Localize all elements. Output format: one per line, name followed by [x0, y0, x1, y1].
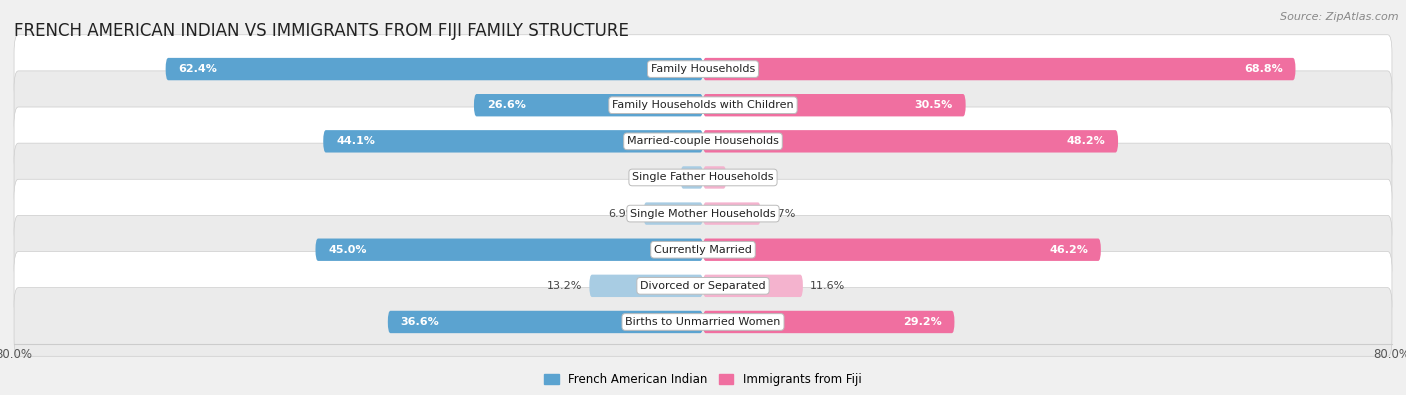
FancyBboxPatch shape	[703, 94, 966, 117]
FancyBboxPatch shape	[703, 275, 803, 297]
Text: Births to Unmarried Women: Births to Unmarried Women	[626, 317, 780, 327]
Text: FRENCH AMERICAN INDIAN VS IMMIGRANTS FROM FIJI FAMILY STRUCTURE: FRENCH AMERICAN INDIAN VS IMMIGRANTS FRO…	[14, 22, 628, 40]
Text: 13.2%: 13.2%	[547, 281, 582, 291]
Text: 11.6%: 11.6%	[810, 281, 845, 291]
FancyBboxPatch shape	[703, 130, 1118, 152]
FancyBboxPatch shape	[681, 166, 703, 189]
FancyBboxPatch shape	[14, 288, 1392, 356]
FancyBboxPatch shape	[14, 35, 1392, 103]
FancyBboxPatch shape	[644, 202, 703, 225]
FancyBboxPatch shape	[14, 179, 1392, 248]
FancyBboxPatch shape	[166, 58, 703, 80]
FancyBboxPatch shape	[474, 94, 703, 117]
Text: Single Father Households: Single Father Households	[633, 173, 773, 182]
FancyBboxPatch shape	[14, 252, 1392, 320]
Text: 46.2%: 46.2%	[1049, 245, 1088, 255]
Text: Source: ZipAtlas.com: Source: ZipAtlas.com	[1281, 12, 1399, 22]
FancyBboxPatch shape	[703, 202, 761, 225]
FancyBboxPatch shape	[14, 143, 1392, 212]
FancyBboxPatch shape	[315, 239, 703, 261]
Text: Divorced or Separated: Divorced or Separated	[640, 281, 766, 291]
FancyBboxPatch shape	[703, 239, 1101, 261]
Text: 62.4%: 62.4%	[179, 64, 218, 74]
FancyBboxPatch shape	[703, 58, 1295, 80]
Text: 6.9%: 6.9%	[609, 209, 637, 218]
Text: 26.6%: 26.6%	[486, 100, 526, 110]
FancyBboxPatch shape	[703, 311, 955, 333]
Text: Married-couple Households: Married-couple Households	[627, 136, 779, 146]
Text: Currently Married: Currently Married	[654, 245, 752, 255]
FancyBboxPatch shape	[703, 166, 727, 189]
Text: 36.6%: 36.6%	[401, 317, 440, 327]
Text: Single Mother Households: Single Mother Households	[630, 209, 776, 218]
Legend: French American Indian, Immigrants from Fiji: French American Indian, Immigrants from …	[540, 369, 866, 391]
FancyBboxPatch shape	[323, 130, 703, 152]
FancyBboxPatch shape	[14, 215, 1392, 284]
FancyBboxPatch shape	[14, 71, 1392, 139]
Text: 6.7%: 6.7%	[768, 209, 796, 218]
Text: 68.8%: 68.8%	[1244, 64, 1282, 74]
Text: 30.5%: 30.5%	[914, 100, 953, 110]
Text: 45.0%: 45.0%	[329, 245, 367, 255]
Text: 2.6%: 2.6%	[645, 173, 673, 182]
Text: Family Households: Family Households	[651, 64, 755, 74]
Text: 29.2%: 29.2%	[903, 317, 942, 327]
FancyBboxPatch shape	[14, 107, 1392, 176]
Text: 48.2%: 48.2%	[1066, 136, 1105, 146]
FancyBboxPatch shape	[589, 275, 703, 297]
Text: Family Households with Children: Family Households with Children	[612, 100, 794, 110]
Text: 44.1%: 44.1%	[336, 136, 375, 146]
FancyBboxPatch shape	[388, 311, 703, 333]
Text: 2.7%: 2.7%	[733, 173, 762, 182]
